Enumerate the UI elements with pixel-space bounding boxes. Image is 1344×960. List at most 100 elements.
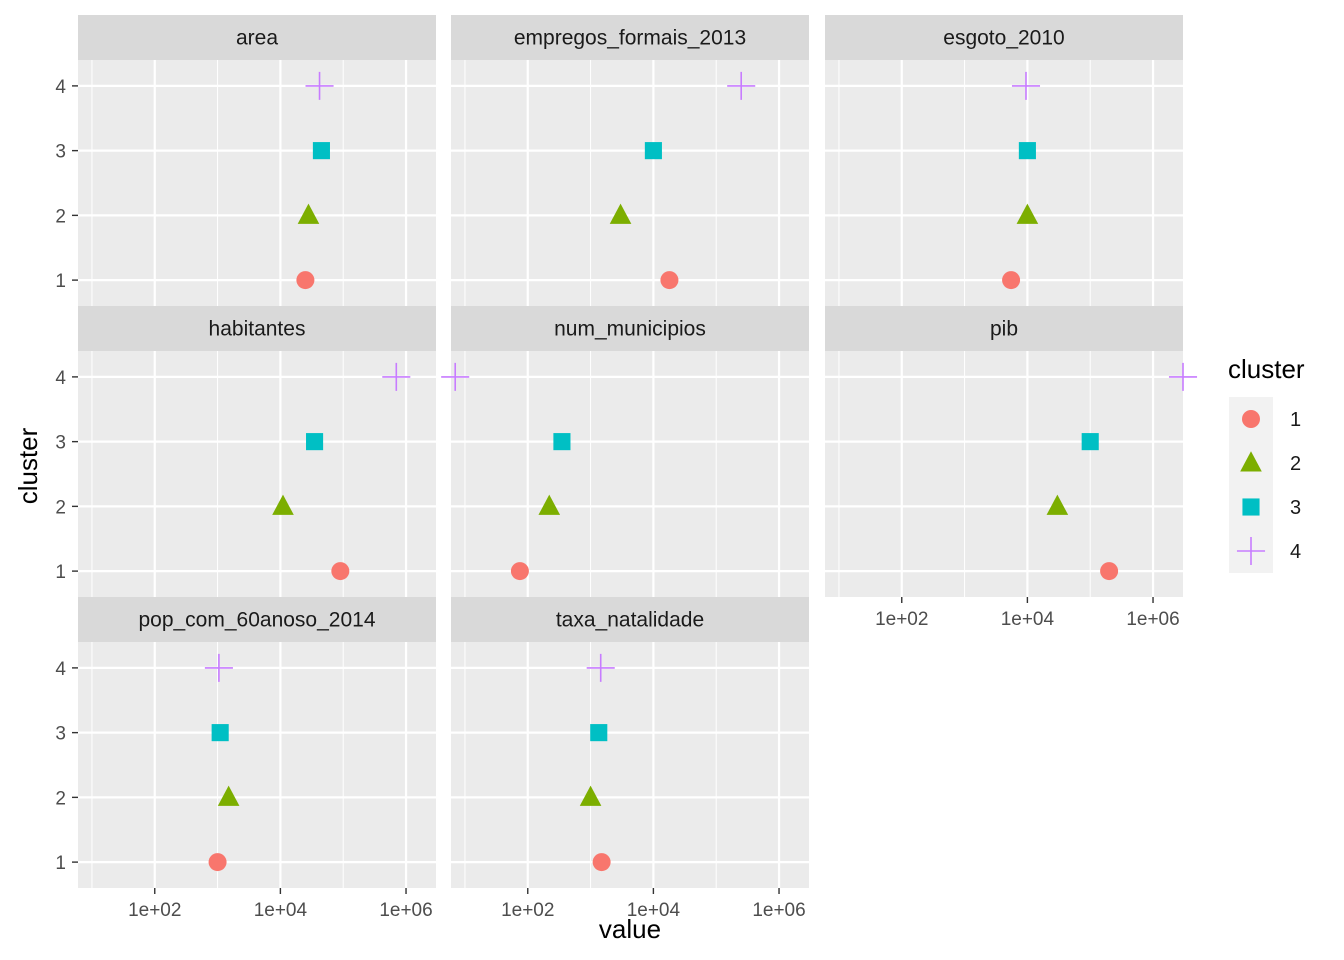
facet-strip-label: num_municipios	[554, 318, 706, 341]
legend-label: 2	[1290, 453, 1301, 475]
point-cluster-2	[1016, 203, 1039, 224]
facet-esgoto-2010: esgoto_2010	[825, 15, 1183, 306]
legend-title: cluster	[1228, 354, 1305, 384]
facet-strip	[825, 306, 1183, 351]
y-tick-label: 3	[55, 142, 66, 163]
point-cluster-3	[306, 433, 324, 451]
x-tick-label: 1e+02	[501, 900, 554, 921]
y-tick-label: 3	[55, 433, 66, 454]
legend-label: 3	[1290, 497, 1301, 519]
point-cluster-3	[312, 142, 330, 160]
x-tick-label: 1e+06	[1126, 609, 1179, 630]
panel-background	[78, 351, 436, 597]
point-cluster-4	[305, 71, 334, 100]
legend-item-4: 4	[1229, 529, 1301, 573]
facet-strip-label: habitantes	[209, 318, 306, 341]
panel-background	[78, 642, 436, 888]
point-cluster-3	[590, 724, 608, 742]
y-tick-label: 4	[55, 659, 66, 680]
legend-item-2: 2	[1229, 441, 1301, 485]
point-cluster-3	[211, 724, 229, 742]
point-cluster-1	[208, 853, 227, 872]
x-tick-label: 1e+04	[627, 900, 681, 921]
facet-num-municipios: num_municipios	[441, 306, 809, 597]
legend-key-plus	[1236, 536, 1266, 566]
point-cluster-2	[538, 494, 561, 515]
point-cluster-1	[331, 562, 350, 581]
point-cluster-2	[272, 494, 294, 515]
point-cluster-2	[217, 785, 240, 806]
legend-key-square	[1242, 498, 1260, 516]
facet-pib: pib 1e+02 1e+04 1e+06	[825, 306, 1198, 630]
point-cluster-4	[204, 653, 233, 682]
y-tick-label: 1	[55, 853, 66, 874]
x-tick-label: 1e+04	[254, 900, 308, 921]
facet-strip	[451, 15, 809, 60]
facet-strip	[451, 306, 809, 351]
point-cluster-3	[1018, 142, 1036, 160]
legend-key-circle	[1242, 410, 1260, 428]
point-cluster-2	[1046, 494, 1069, 515]
point-cluster-2	[297, 203, 320, 224]
legend-item-3: 3	[1229, 485, 1301, 529]
point-cluster-4	[727, 71, 756, 100]
point-cluster-3	[1081, 433, 1099, 451]
x-tick-label: 1e+02	[128, 900, 181, 921]
point-cluster-1	[296, 271, 315, 290]
point-cluster-4	[586, 653, 615, 682]
x-tick-label: 1e+02	[875, 609, 928, 630]
facet-strip-label: pop_com_60anoso_2014	[138, 609, 375, 632]
y-axis-title: cluster	[13, 427, 43, 504]
facet-strip	[78, 306, 436, 351]
point-cluster-1	[1002, 271, 1021, 290]
legend: cluster 1 2 3 4	[1228, 354, 1305, 573]
y-tick-label: 2	[55, 206, 66, 227]
facet-habitantes: habitantes 1 2 3 4	[55, 306, 436, 597]
x-tick-label: 1e+06	[752, 900, 805, 921]
facet-strip	[825, 15, 1183, 60]
facet-strip	[78, 597, 436, 642]
panel-background	[825, 351, 1183, 597]
y-tick-label: 1	[55, 562, 66, 583]
x-axis-title: value	[599, 914, 661, 944]
legend-label: 4	[1290, 541, 1301, 563]
point-cluster-1	[1100, 562, 1119, 581]
point-cluster-4	[1011, 71, 1041, 100]
point-cluster-3	[644, 142, 662, 160]
facet-strip	[451, 597, 809, 642]
point-cluster-2	[609, 203, 632, 224]
facet-strip-label: taxa_natalidade	[556, 609, 704, 632]
y-tick-label: 4	[55, 77, 66, 98]
y-tick-label: 2	[55, 497, 66, 518]
point-cluster-2	[579, 785, 602, 806]
legend-key-triangle	[1240, 451, 1262, 472]
point-cluster-4	[1168, 362, 1198, 391]
facet-pop-com-60anoso-2014: pop_com_60anoso_2014 1 2 3 4 1e+02 1e+04 1e+06	[55, 597, 436, 921]
y-tick-label: 4	[55, 368, 66, 389]
facet-empregos-formais-2013: empregos_formais_2013	[451, 15, 809, 306]
x-tick-label: 1e+04	[1001, 609, 1055, 630]
panel-background	[451, 642, 809, 888]
x-tick-label: 1e+06	[379, 900, 432, 921]
point-cluster-4	[441, 362, 470, 391]
facet-panels: area 1 2 3 4 empregos_formais_2013 esgoto_2010…	[55, 15, 1198, 921]
point-cluster-3	[553, 433, 571, 451]
panel-background	[78, 60, 436, 306]
point-cluster-1	[660, 271, 679, 290]
y-tick-label: 2	[55, 788, 66, 809]
panel-background	[451, 351, 809, 597]
y-tick-label: 3	[55, 724, 66, 745]
legend-label: 1	[1290, 409, 1301, 431]
facet-strip-label: esgoto_2010	[943, 27, 1064, 50]
facet-area: area 1 2 3 4	[55, 15, 436, 306]
facet-strip-label: empregos_formais_2013	[514, 27, 746, 50]
facet-strip-label: pib	[990, 318, 1018, 341]
facet-taxa-natalidade: taxa_natalidade 1e+02 1e+04 1e+06	[451, 597, 809, 921]
legend-item-1: 1	[1229, 397, 1301, 441]
panel-background	[825, 60, 1183, 306]
point-cluster-4	[382, 362, 411, 391]
y-tick-label: 1	[55, 271, 66, 292]
panel-background	[451, 60, 809, 306]
facet-strip	[78, 15, 436, 60]
